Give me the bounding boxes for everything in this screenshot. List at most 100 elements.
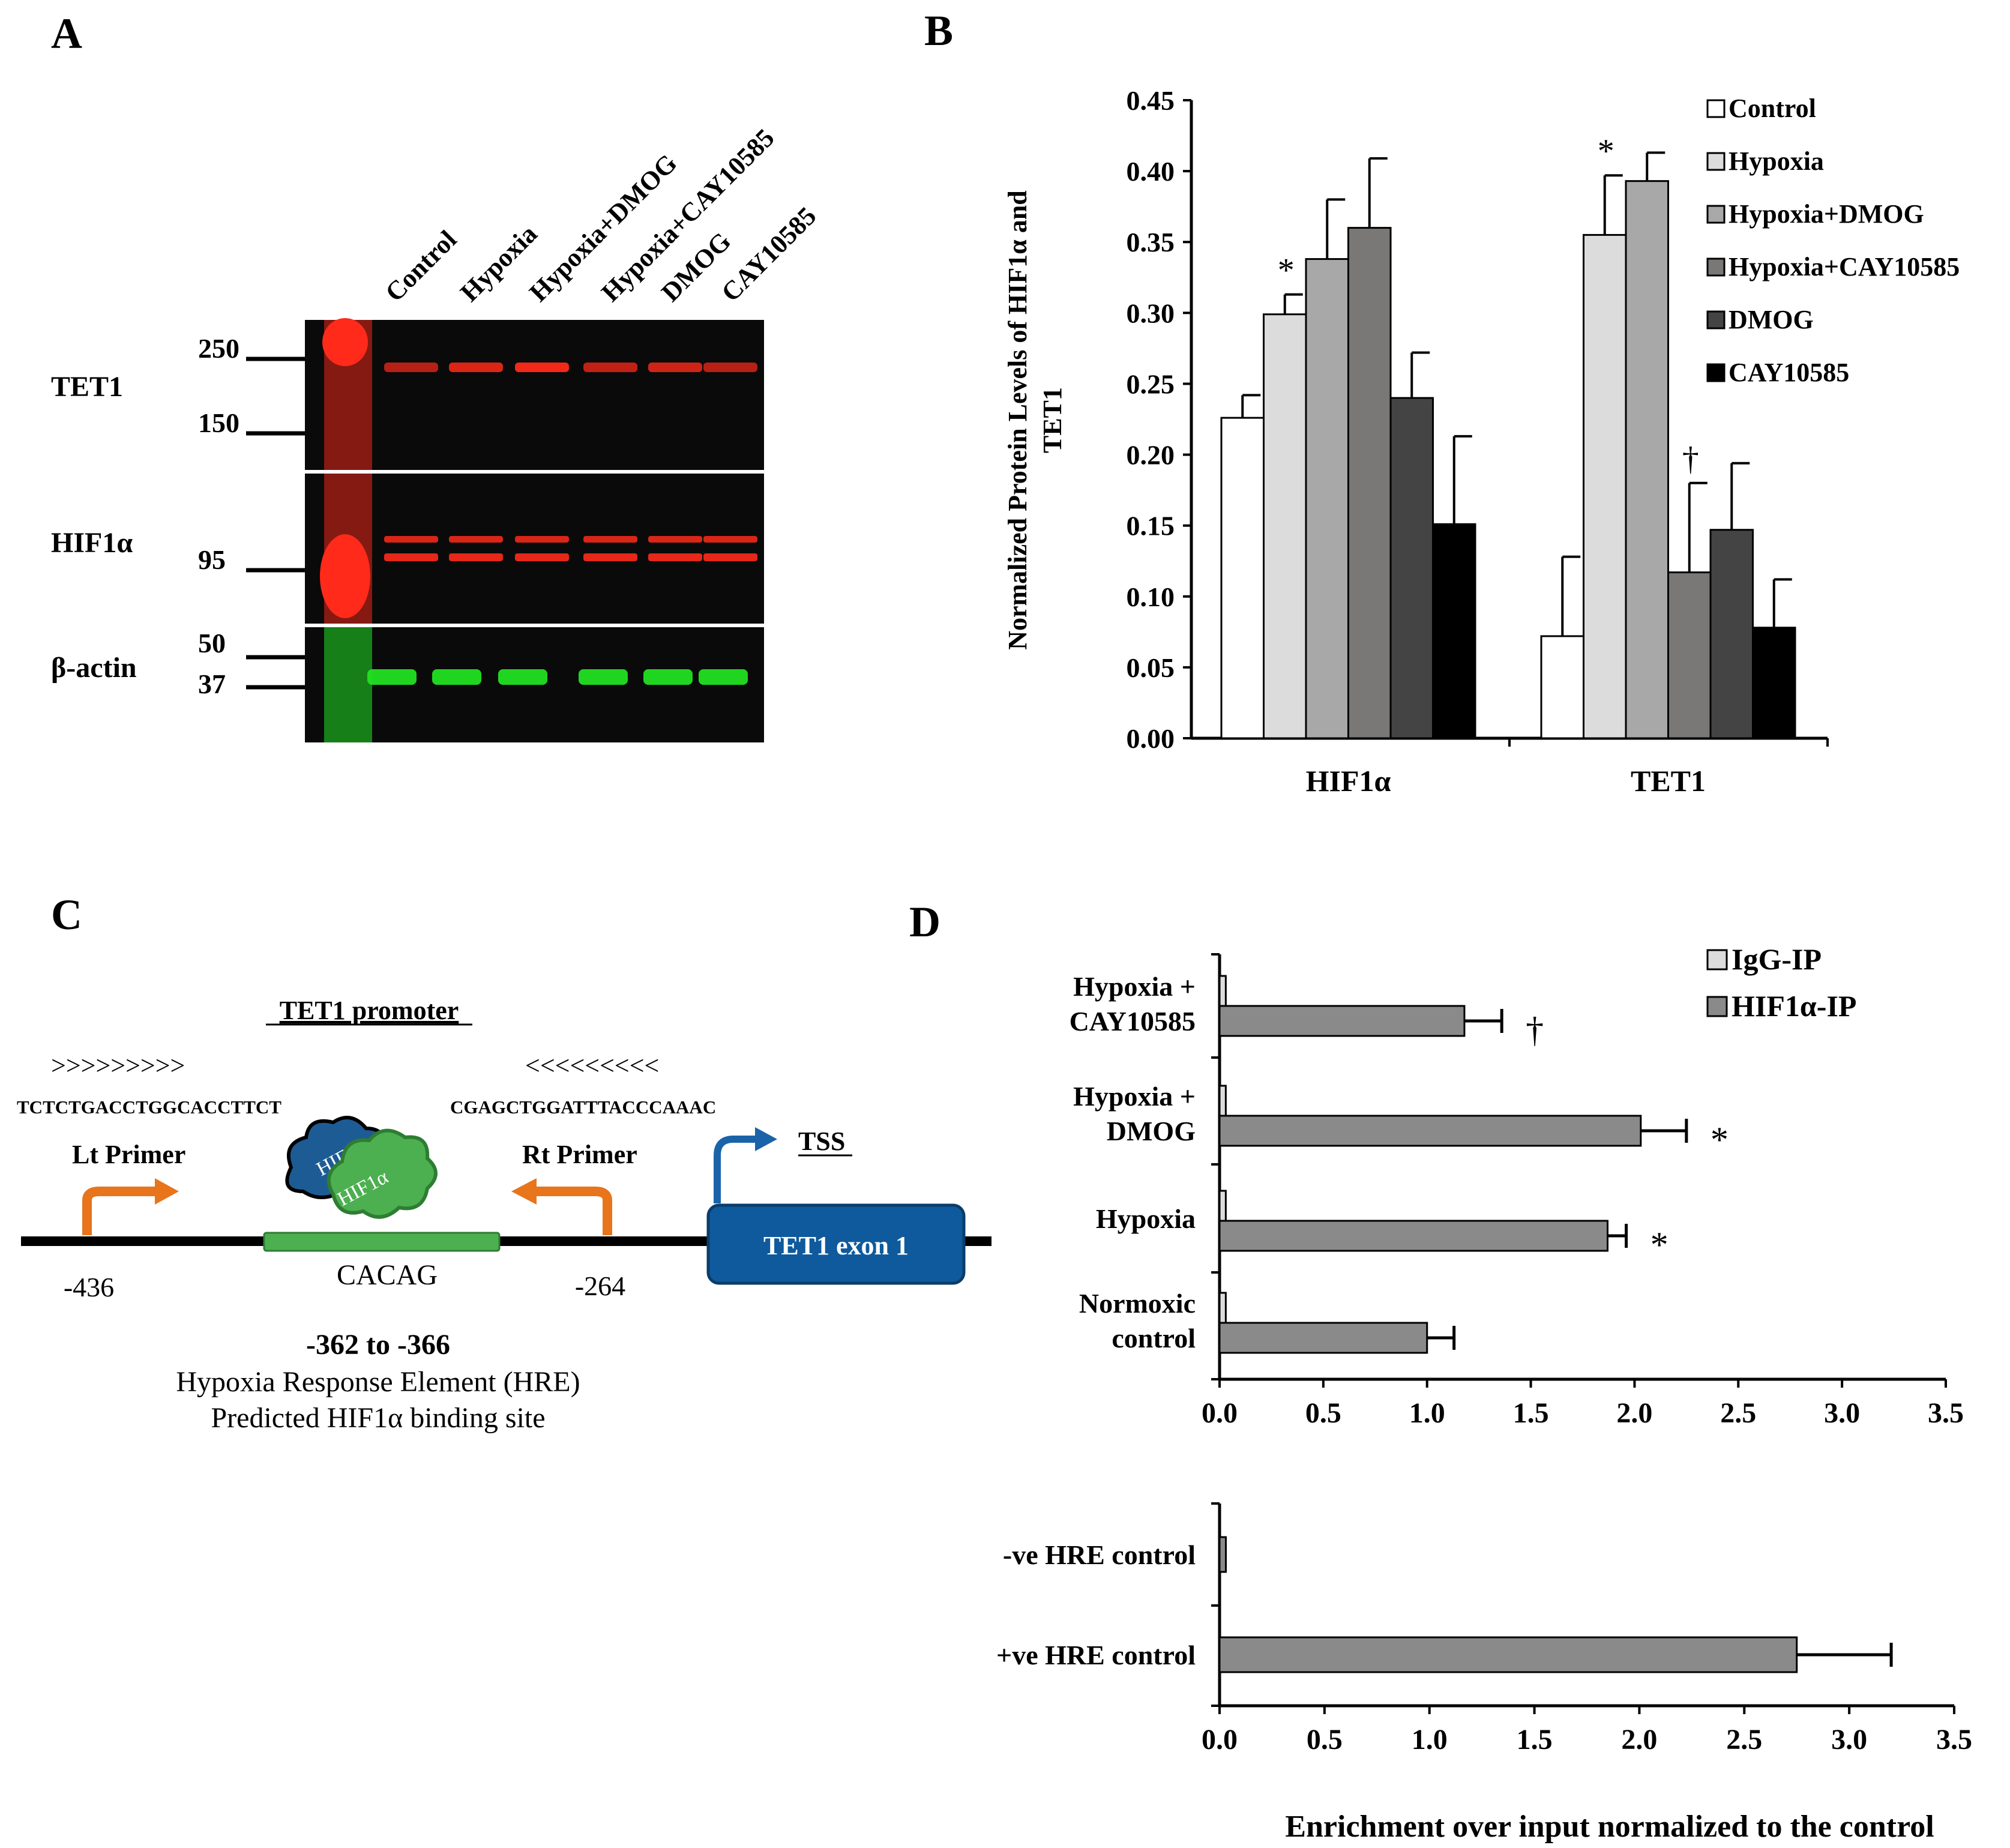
lane-label: Control <box>379 224 462 307</box>
y-axis-label: Normalized Protein Levels of HIF1α and TE… <box>1003 190 1067 650</box>
band <box>515 553 569 561</box>
panel-letter-c: C <box>51 891 82 939</box>
band <box>432 669 481 685</box>
significance-marker: * <box>1598 133 1614 170</box>
band <box>703 363 757 372</box>
band <box>498 669 547 685</box>
western-blot-panel: ControlHypoxiaHypoxia+DMOGHypoxia+CAY105… <box>51 123 822 742</box>
tss-arrowhead-icon <box>755 1127 777 1151</box>
y-category-label: Hypoxia + <box>1073 971 1196 1002</box>
bar <box>1389 397 1434 739</box>
y-category-label: Hypoxia + <box>1073 1081 1196 1112</box>
y-tick-label: 0.45 <box>1127 85 1175 116</box>
band <box>449 536 503 543</box>
bar <box>1432 523 1476 739</box>
y-axis-label-line: TET1 <box>1038 387 1067 453</box>
marker-label: 250 <box>198 333 239 364</box>
band <box>648 363 702 372</box>
bar <box>1220 417 1265 739</box>
bar <box>1347 227 1392 739</box>
left-primer-sequence: TCTCTGACCTGGCACCTTCT <box>17 1097 281 1118</box>
y-tick-label: 0.40 <box>1127 156 1175 187</box>
x-tick-label: 3.0 <box>1831 1724 1867 1756</box>
right-primer-sequence: CGAGCTGGATTTACCCAAAC <box>450 1097 716 1118</box>
bar <box>1305 258 1349 739</box>
left-primer-arrow-icon <box>82 1187 157 1235</box>
y-axis-label-line: Normalized Protein Levels of HIF1α and <box>1003 190 1032 650</box>
hre-range: -362 to -366 <box>306 1329 450 1361</box>
x-tick-label: 0.5 <box>1307 1724 1343 1756</box>
legend-label: Hypoxia+DMOG <box>1729 199 1924 229</box>
legend-label: CAY10585 <box>1729 358 1849 387</box>
legend-label: DMOG <box>1729 305 1814 334</box>
bar-chart-d-top: 0.0 0.5 1.0 1.5 2.0 2.5 3.0 3.5 Hypoxia + CAY1058… <box>1070 942 1964 1429</box>
legend-label: IgG-IP <box>1732 942 1822 976</box>
blot-background <box>305 320 764 470</box>
right-primer-label: Rt Primer <box>522 1140 637 1169</box>
y-category-label: Normoxic <box>1079 1288 1196 1319</box>
significance-marker: * <box>1650 1225 1668 1265</box>
y-category-label: Hypoxia <box>1096 1203 1196 1234</box>
lane-label: CAY10585 <box>715 201 822 307</box>
bar <box>1752 627 1796 739</box>
band <box>449 363 503 372</box>
band <box>583 363 637 372</box>
x-tick-label: 0.0 <box>1202 1397 1238 1429</box>
x-tick-label: 1.0 <box>1412 1724 1448 1756</box>
x-tick-label: 1.5 <box>1513 1397 1549 1429</box>
ladder-band <box>322 318 368 366</box>
legend-swatch <box>1706 949 1728 971</box>
bar <box>1218 1115 1642 1147</box>
blot-label: HIF1α <box>51 527 133 559</box>
band <box>384 363 438 372</box>
bar <box>1218 1536 1227 1573</box>
band <box>367 669 417 685</box>
bar <box>1218 1005 1466 1037</box>
lane-label: Hypoxia <box>454 219 543 307</box>
x-tick-label: 2.0 <box>1616 1397 1652 1429</box>
tss-label: TSS <box>798 1127 845 1156</box>
legend-swatch <box>1706 996 1728 1017</box>
bar <box>1218 1190 1227 1222</box>
ladder-band <box>320 534 370 618</box>
x-tick-label: 2.0 <box>1621 1724 1657 1756</box>
bar <box>1583 233 1627 739</box>
marker-label: 95 <box>198 544 226 575</box>
bar <box>1218 1636 1798 1673</box>
legend-swatch <box>1706 205 1726 224</box>
blot-label: TET1 <box>51 371 123 403</box>
y-tick-label: 0.00 <box>1127 723 1175 754</box>
blot-background <box>305 474 764 624</box>
y-category-label: DMOG <box>1107 1116 1196 1146</box>
significance-marker: * <box>1278 252 1295 289</box>
left-primer-arrowhead-icon <box>155 1178 179 1205</box>
promoter-title: TET1 promoter <box>280 996 459 1025</box>
band <box>449 553 503 561</box>
marker-label: 150 <box>198 408 239 438</box>
significance-marker: * <box>1711 1120 1729 1160</box>
bar <box>1625 180 1669 739</box>
y-category-label: control <box>1112 1323 1196 1353</box>
blot-images: TET1 250 150 HIF1α 95 β-actin 50 37 <box>51 318 764 742</box>
y-tick-label: 0.30 <box>1127 298 1175 328</box>
left-primer-label: Lt Primer <box>72 1140 185 1169</box>
x-tick-label: 1.0 <box>1409 1397 1445 1429</box>
band <box>583 536 637 543</box>
x-tick-label: 2.5 <box>1720 1397 1756 1429</box>
significance-marker: † <box>1526 1010 1544 1050</box>
significance-marker: † <box>1682 441 1699 478</box>
position-right: -264 <box>575 1271 625 1301</box>
y-tick-label: 0.15 <box>1127 511 1175 541</box>
band <box>703 536 757 543</box>
bar <box>1263 313 1307 739</box>
legend-swatch <box>1706 257 1726 277</box>
y-tick-label: 0.10 <box>1127 582 1175 612</box>
hre-binding-site: Predicted HIF1α binding site <box>211 1402 545 1434</box>
bar <box>1218 975 1227 1007</box>
position-left: -436 <box>64 1272 114 1302</box>
legend-swatch <box>1706 310 1726 330</box>
legend-label: Control <box>1729 94 1816 123</box>
band <box>583 553 637 561</box>
legend-label: HIF1α-IP <box>1732 989 1856 1023</box>
promoter-diagram: TET1 promoter >>>>>>>>> <<<<<<<<< TCTCTG… <box>17 996 991 1434</box>
